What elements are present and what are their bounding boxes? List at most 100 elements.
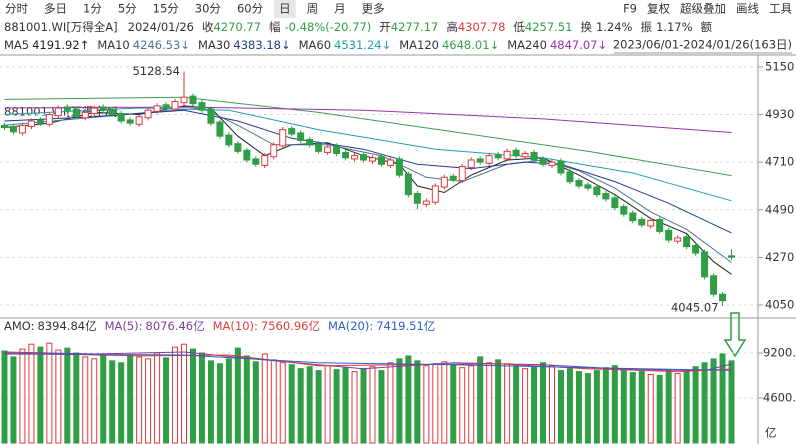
volume-bar (118, 362, 125, 444)
toolbar-tool[interactable]: 工具 (769, 2, 792, 16)
candle-body (710, 275, 718, 295)
volume-bar (37, 346, 44, 444)
candle-body (117, 112, 125, 122)
candle-body (234, 143, 242, 152)
volume-bar (414, 360, 421, 444)
candle-body (449, 175, 457, 180)
candle-body (54, 107, 62, 117)
volume-bar (252, 361, 259, 444)
ma-trend: ↑ (80, 38, 90, 52)
candle-body (458, 165, 466, 182)
ma-value: 4531.24 (334, 38, 382, 52)
amplitude-value: 1.17% (656, 20, 693, 34)
toolbar-tab[interactable]: 分时 (5, 2, 28, 16)
ma-line (4, 105, 732, 275)
field-label: 高 (446, 20, 458, 34)
candle-body (153, 105, 161, 112)
ma-trend: ↓ (281, 38, 291, 52)
toolbar-tool[interactable]: 复权 (647, 2, 670, 16)
volume-bar (279, 362, 286, 444)
toolbar-tab[interactable]: 15分 (153, 2, 180, 16)
candle-body (216, 121, 224, 137)
candle-body (207, 108, 215, 124)
date: 2024/01/26 (128, 20, 194, 34)
volume-bar (100, 355, 107, 444)
toolbar-tab[interactable]: 5分 (118, 2, 137, 16)
toolbar-tool[interactable]: F9 (623, 2, 637, 16)
volume-bar (243, 355, 250, 444)
candle-body (99, 106, 107, 111)
candle-body (351, 155, 359, 160)
y-tick-label: 5150 (765, 59, 794, 73)
candle-body (279, 129, 287, 147)
volume-bar (441, 361, 448, 444)
candle-body (404, 173, 412, 196)
volume-bar (593, 370, 600, 444)
volume-bar (549, 365, 555, 444)
volume-bar (423, 365, 430, 444)
candle-body (342, 151, 350, 159)
vol-ma-value: 7419.51 (376, 319, 424, 333)
candle-body (81, 111, 89, 119)
ma-name: MA10 (97, 38, 129, 52)
volume-bar (522, 368, 529, 444)
volume-bar (198, 352, 205, 444)
volume-bar (216, 363, 223, 444)
candle-body (539, 158, 547, 165)
toolbar-tab[interactable]: 日 (279, 2, 291, 16)
change-value: -0.48%(-20.77) (285, 20, 372, 34)
date-range: 2023/06/01-2024/01/26(163日) (613, 38, 792, 52)
candle-body (171, 101, 179, 110)
turnover-value: 1.24% (596, 20, 633, 34)
candle-body (530, 151, 538, 161)
candle-body (566, 171, 574, 183)
candle-body (368, 157, 376, 162)
ma-trend: ↓ (598, 38, 608, 52)
candle-body (521, 152, 529, 158)
volume-bar (127, 354, 134, 444)
candle-body (548, 161, 556, 166)
candle-body (36, 119, 44, 124)
ma-name: MA5 (4, 38, 29, 52)
open-value: 4277.17 (391, 20, 439, 34)
candle-body (512, 149, 520, 157)
ma-line (4, 351, 732, 372)
toolbar-tab[interactable]: 月 (334, 2, 346, 16)
toolbar-tab[interactable]: 60分 (237, 2, 264, 16)
candle-body (9, 125, 17, 133)
toolbar-tab[interactable]: 更多 (362, 2, 385, 16)
toolbar-tool[interactable]: 画线 (736, 2, 759, 16)
vol-ma-value: 7560.96 (261, 319, 309, 333)
toolbar-tab[interactable]: 30分 (195, 2, 222, 16)
field-label: 收 (202, 20, 214, 34)
volume-bar (82, 356, 89, 444)
volume-bar (10, 356, 17, 444)
toolbar-tab[interactable]: 多日 (44, 2, 67, 16)
y-tick-label: 4710 (765, 155, 794, 169)
candle-body (674, 237, 682, 242)
y-tick-label: 4600.00 (763, 391, 796, 405)
candle-body (701, 251, 709, 278)
volume-bar (638, 371, 645, 444)
toolbar-tool[interactable]: 超级叠加 (680, 2, 726, 16)
ma-name: MA60 (299, 38, 331, 52)
volume-bar (306, 366, 313, 444)
volume-bar (701, 362, 708, 444)
ma-trend: ↓ (382, 38, 392, 52)
y-tick-label: 9200.00 (763, 346, 796, 360)
volume-bar (566, 368, 573, 444)
toolbar-tab[interactable]: 1分 (83, 2, 102, 16)
volume-bar (710, 358, 717, 444)
volume-bar (297, 368, 304, 444)
y-tick-label: 4490 (765, 202, 794, 216)
candle-body (377, 156, 385, 165)
volume-bar (28, 343, 35, 444)
volume-bar (611, 365, 618, 444)
candle-body (386, 159, 394, 166)
vol-ma-name: MA(20): (328, 319, 373, 333)
low-value: 4257.51 (525, 20, 573, 34)
toolbar-tab[interactable]: 周 (307, 2, 319, 16)
volume-bar (450, 364, 457, 444)
candle-body (162, 104, 170, 109)
volume-bar (1, 350, 8, 444)
